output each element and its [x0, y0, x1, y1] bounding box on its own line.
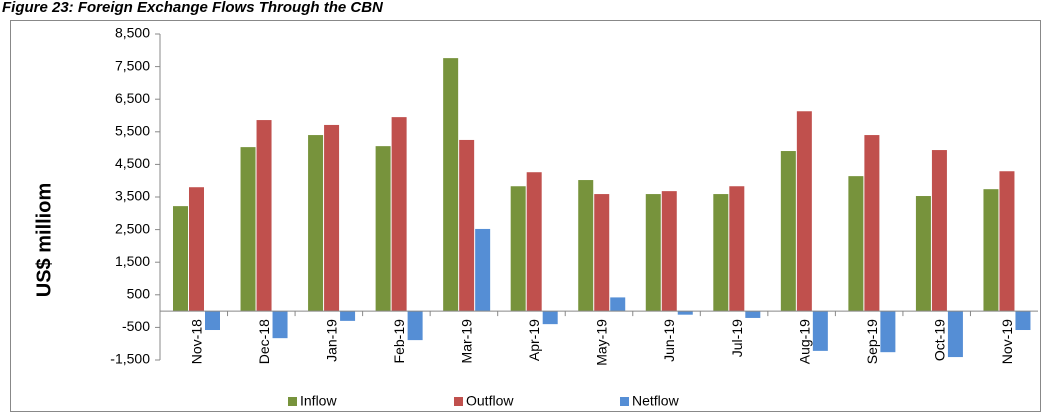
bar	[1015, 311, 1031, 331]
bar	[915, 196, 931, 312]
bar	[443, 58, 459, 312]
x-tick-label: May-19	[594, 319, 610, 366]
y-tick-label: 4,500	[115, 155, 150, 171]
bar	[324, 124, 340, 312]
bar	[880, 311, 896, 353]
legend-label: Outflow	[466, 393, 514, 409]
bar	[542, 311, 558, 325]
bar	[999, 171, 1015, 312]
x-tick-label: Oct-19	[931, 319, 947, 361]
bar	[848, 176, 864, 312]
bar	[308, 135, 324, 312]
bar	[340, 311, 356, 321]
legend-label: Netflow	[632, 393, 680, 409]
y-tick-label: 7,500	[115, 57, 150, 73]
bar	[864, 135, 880, 312]
bar	[713, 194, 729, 312]
bar	[796, 111, 812, 312]
bar	[391, 117, 407, 312]
x-tick-label: Apr-19	[526, 319, 542, 361]
bar	[407, 311, 423, 341]
bar	[526, 172, 542, 312]
bar	[729, 186, 745, 312]
bar	[594, 194, 610, 312]
bar	[745, 311, 761, 318]
bar	[677, 311, 693, 315]
bar	[578, 180, 594, 312]
x-tick-label: Mar-19	[459, 319, 475, 364]
bar	[205, 311, 220, 331]
bar	[375, 146, 391, 312]
bar	[983, 189, 999, 312]
legend-label: Inflow	[300, 393, 337, 409]
y-tick-label: 6,500	[115, 90, 150, 106]
x-tick-label: Aug-19	[796, 319, 812, 364]
bar	[510, 186, 526, 312]
bar	[610, 297, 626, 312]
bar	[189, 187, 204, 312]
bar	[240, 147, 256, 312]
legend-swatch	[288, 397, 297, 406]
legend-swatch	[454, 397, 463, 406]
bar	[931, 150, 947, 312]
x-tick-label: Jul-19	[729, 319, 745, 357]
bar	[645, 194, 661, 312]
y-tick-label: -1,500	[110, 351, 150, 367]
bar	[475, 228, 491, 312]
x-tick-label: Feb-19	[391, 319, 407, 364]
y-tick-label: 5,500	[115, 123, 150, 139]
y-tick-label: 8,500	[115, 25, 150, 41]
x-tick-label: Jun-19	[661, 319, 677, 362]
bar	[661, 191, 677, 312]
bar	[173, 206, 188, 312]
x-tick-label: Jan-19	[324, 319, 340, 362]
bar	[812, 311, 828, 351]
y-tick-label: 1,500	[115, 253, 150, 269]
bar	[256, 120, 272, 312]
y-tick-label: 500	[127, 286, 151, 302]
bar	[272, 311, 288, 339]
y-tick-label: -500	[122, 318, 150, 334]
y-tick-label: 3,500	[115, 188, 150, 204]
x-tick-label: Sep-19	[864, 319, 880, 364]
x-tick-label: Dec-18	[256, 319, 272, 364]
x-tick-label: Nov-19	[999, 319, 1015, 364]
bar	[947, 311, 963, 358]
chart-frame	[10, 20, 1041, 412]
bar	[459, 139, 475, 312]
legend-swatch	[620, 397, 629, 406]
y-axis-label: US$ milliom	[33, 183, 55, 297]
bar	[780, 151, 796, 312]
chart-title: Figure 23: Foreign Exchange Flows Throug…	[2, 0, 384, 16]
x-tick-label: Nov-18	[188, 319, 204, 364]
y-tick-label: 2,500	[115, 220, 150, 236]
